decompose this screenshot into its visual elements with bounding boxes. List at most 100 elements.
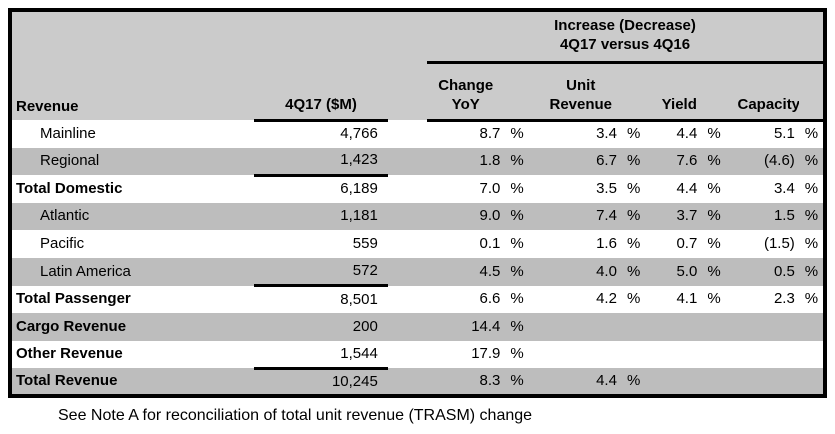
yoy-value: 17.9 [427, 340, 505, 369]
column-gap [387, 120, 428, 148]
unit-revenue-value [540, 313, 621, 341]
row-label: Total Passenger [10, 285, 255, 314]
table-row: Cargo Revenue 200 14.4 % [10, 313, 825, 341]
unit-revenue-value: 1.6 [540, 230, 621, 258]
yield-value: 4.4 [657, 120, 702, 148]
capacity-value: 1.5 [737, 202, 799, 231]
capacity-percent-sign: % [798, 257, 825, 286]
table-row: Other Revenue 1,544 17.9 % [10, 340, 825, 370]
q4-amount-value: 4,766 [254, 120, 388, 148]
header-capacity-col: Capacity [737, 95, 799, 122]
capacity-percent-sign [798, 313, 825, 341]
table-row: Regional 1,423 1.8 % 6.7 % 7.6 % (4.6) % [10, 147, 825, 177]
table-row: Pacific 559 0.1 % 1.6 % 0.7 % (1.5) % [10, 230, 825, 258]
q4-amount-value: 1,181 [254, 202, 388, 231]
yoy-percent-sign: % [504, 230, 541, 258]
yoy-percent-sign: % [504, 202, 541, 231]
yield-value: 0.7 [657, 230, 702, 258]
header-revenue-col: Revenue [10, 95, 255, 120]
capacity-value: (4.6) [737, 147, 799, 176]
unit-revenue-value: 3.4 [540, 120, 621, 148]
unit-revenue-value: 6.7 [540, 147, 621, 176]
row-label: Total Domestic [10, 175, 255, 203]
yield-percent-sign: % [701, 120, 738, 148]
yield-value [657, 313, 702, 341]
yield-value [657, 368, 702, 396]
capacity-value: 0.5 [737, 257, 799, 286]
yoy-percent-sign: % [504, 313, 541, 341]
table-row: Total Domestic 6,189 7.0 % 3.5 % 4.4 % 3… [10, 175, 825, 203]
row-label: Latin America [10, 257, 255, 286]
row-label: Atlantic [10, 202, 255, 231]
yield-value: 4.1 [657, 285, 702, 314]
q4-amount-value: 6,189 [254, 175, 388, 203]
header-yield-col: Yield [657, 95, 702, 122]
column-gap [387, 368, 428, 396]
capacity-percent-sign [798, 340, 825, 369]
unit-revenue-value [540, 340, 621, 369]
capacity-percent-sign [798, 368, 825, 396]
yield-percent-sign: % [701, 230, 738, 258]
yoy-percent-sign: % [504, 120, 541, 148]
column-gap [387, 230, 428, 258]
capacity-percent-sign: % [798, 230, 825, 258]
yoy-percent-sign: % [504, 285, 541, 314]
q4-amount-value: 1,544 [254, 340, 388, 370]
yield-value: 3.7 [657, 202, 702, 231]
yoy-percent-sign: % [504, 175, 541, 203]
yoy-value: 8.7 [427, 120, 505, 148]
yield-percent-sign [701, 340, 738, 369]
yield-percent-sign: % [701, 175, 738, 203]
unit-revenue-value: 4.2 [540, 285, 621, 314]
column-gap [387, 257, 428, 286]
header-unit-revenue-col: Revenue [540, 95, 621, 122]
yield-percent-sign [701, 368, 738, 396]
unit-revenue-value: 3.5 [540, 175, 621, 203]
capacity-percent-sign: % [798, 175, 825, 203]
yield-percent-sign [701, 313, 738, 341]
unit-revenue-percent-sign: % [620, 175, 658, 203]
capacity-percent-sign: % [798, 120, 825, 148]
yoy-percent-sign: % [504, 368, 541, 396]
q4-amount-value: 200 [254, 313, 388, 341]
capacity-value: 2.3 [737, 285, 799, 314]
yoy-value: 1.8 [427, 147, 505, 176]
header-row-lower: Revenue 4Q17 ($M) YoY Revenue Yield Capa… [10, 95, 825, 122]
capacity-percent-sign: % [798, 202, 825, 231]
column-gap [387, 202, 428, 231]
yoy-value: 4.5 [427, 257, 505, 286]
unit-revenue-percent-sign: % [620, 368, 658, 396]
header-increase-decrease: Increase (Decrease) [427, 10, 825, 34]
column-gap [387, 285, 428, 314]
header-unit: Unit [540, 62, 621, 95]
yield-value: 4.4 [657, 175, 702, 203]
header-4q17-col: 4Q17 ($M) [254, 95, 388, 122]
unit-revenue-percent-sign: % [620, 202, 658, 231]
yoy-value: 7.0 [427, 175, 505, 203]
yield-value [657, 340, 702, 369]
header-yoy-col: YoY [427, 95, 505, 122]
unit-revenue-percent-sign: % [620, 120, 658, 148]
unit-revenue-value: 4.4 [540, 368, 621, 396]
yoy-value: 8.3 [427, 368, 505, 396]
unit-revenue-percent-sign [620, 340, 658, 369]
yoy-percent-sign: % [504, 340, 541, 369]
capacity-value: 5.1 [737, 120, 799, 148]
capacity-value: 3.4 [737, 175, 799, 203]
yield-percent-sign: % [701, 257, 738, 286]
yoy-percent-sign: % [504, 257, 541, 286]
column-gap [387, 313, 428, 341]
header-row-span-2: 4Q17 versus 4Q16 [10, 34, 825, 64]
capacity-value [737, 340, 799, 369]
capacity-value [737, 313, 799, 341]
column-gap [387, 175, 428, 203]
yield-percent-sign: % [701, 285, 738, 314]
header-change: Change [427, 62, 505, 95]
table-row: Latin America 572 4.5 % 4.0 % 5.0 % 0.5 … [10, 257, 825, 288]
capacity-percent-sign: % [798, 147, 825, 176]
table-row: Mainline 4,766 8.7 % 3.4 % 4.4 % 5.1 % [10, 120, 825, 148]
unit-revenue-value: 4.0 [540, 257, 621, 286]
q4-amount-value: 8,501 [254, 285, 388, 314]
table-row: Total Revenue 10,245 8.3 % 4.4 % [10, 368, 825, 396]
